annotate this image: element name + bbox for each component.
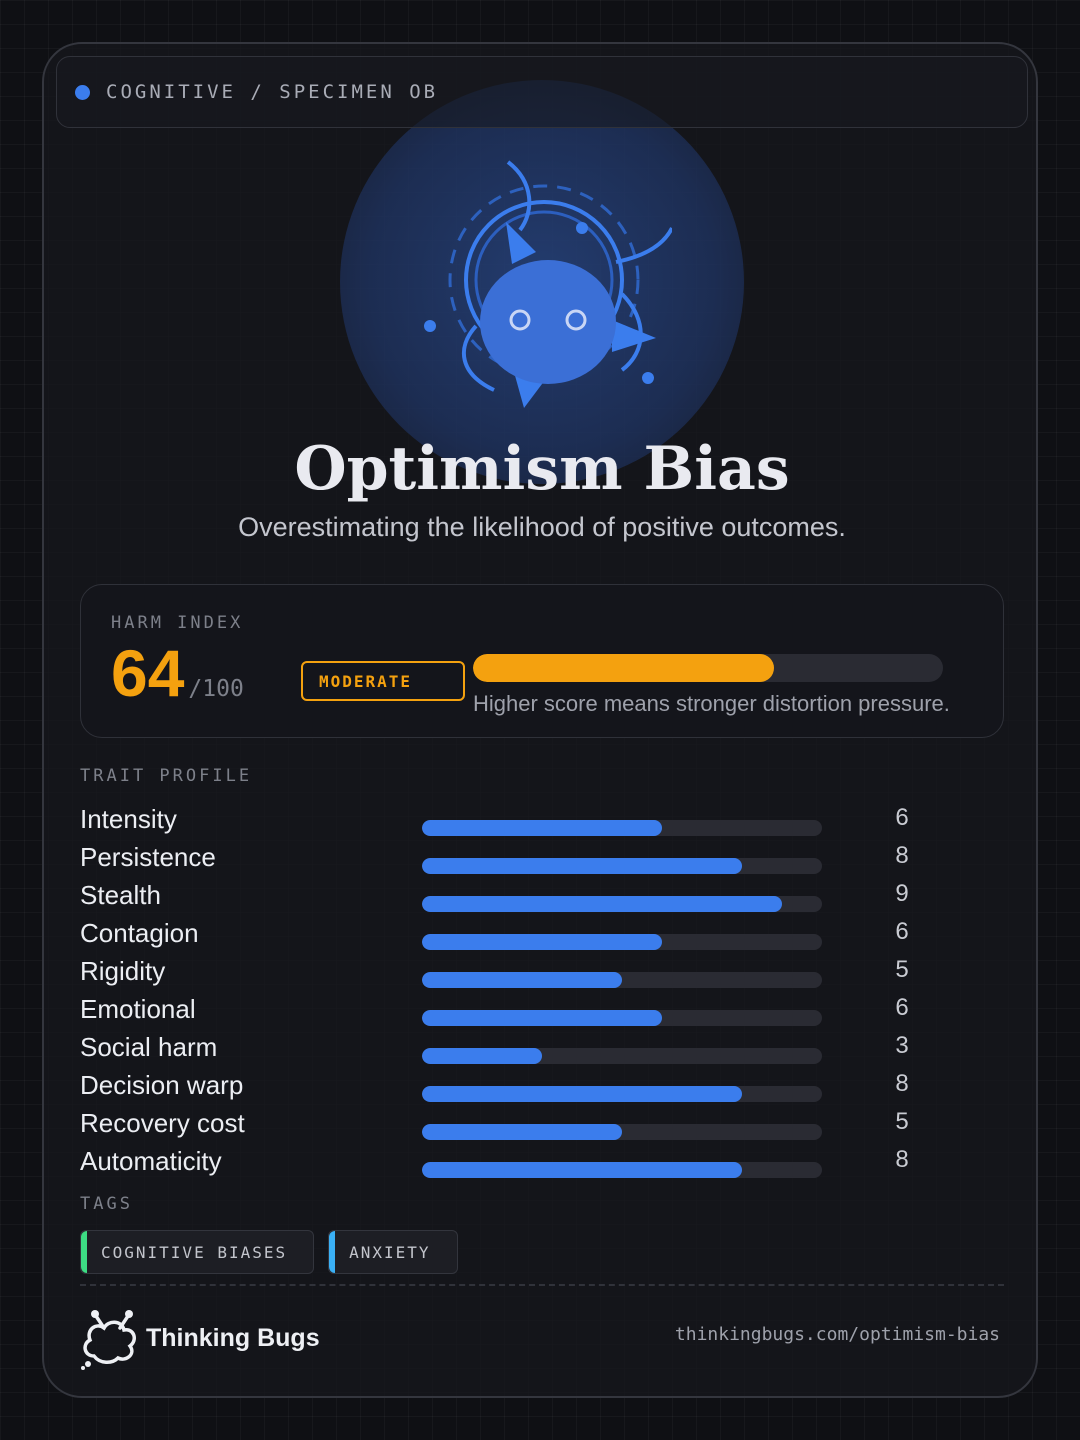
specimen-header: COGNITIVE / SPECIMEN OB (56, 56, 1028, 128)
brand[interactable]: Thinking Bugs (80, 1306, 320, 1370)
bug-mascot-icon (424, 160, 672, 408)
tag-list: COGNITIVE BIASES ANXIETY (80, 1230, 458, 1274)
trait-name: Recovery cost (80, 1108, 245, 1138)
page-title: Optimism Bias (294, 434, 790, 504)
brand-name: Thinking Bugs (146, 1323, 320, 1352)
harm-index-bar-fill (473, 654, 774, 682)
trait-value: 9 (895, 880, 909, 907)
trait-value: 3 (895, 1032, 909, 1059)
trait-bar (422, 858, 822, 874)
trait-value: 5 (895, 1108, 909, 1135)
trait-bar-fill (422, 934, 662, 950)
trait-bar-fill (422, 1048, 542, 1064)
harm-index-label: HARM INDEX (111, 613, 244, 633)
harm-score-value: 64 (111, 636, 185, 710)
trait-bar-fill (422, 1010, 662, 1026)
trait-row: Stealth 9 (80, 876, 980, 914)
trait-bar-fill (422, 1124, 622, 1140)
trait-value: 5 (895, 956, 909, 983)
trait-bar (422, 934, 822, 950)
trait-bar (422, 1162, 822, 1178)
specimen-card: COGNITIVE / SPECIMEN OB Optimism Bias Ov… (42, 42, 1038, 1398)
trait-row: Rigidity 5 (80, 952, 980, 990)
harm-score-max: /100 (188, 676, 244, 702)
trait-name: Emotional (80, 994, 196, 1024)
trait-name: Stealth (80, 880, 161, 910)
trait-bar-fill (422, 1086, 742, 1102)
trait-bar (422, 820, 822, 836)
trait-value: 6 (895, 994, 909, 1021)
trait-profile-list: Intensity 6 Persistence 8 Stealth 9 Contagion 6… (80, 800, 980, 1180)
trait-bar (422, 1010, 822, 1026)
footer-divider (80, 1284, 1004, 1286)
trait-bar-fill (422, 972, 622, 988)
harm-index-note: Higher score means stronger distortion p… (473, 691, 950, 716)
footer-url-link[interactable]: thinkingbugs.com/optimism-bias (674, 1324, 1000, 1345)
trait-name: Social harm (80, 1032, 218, 1062)
trait-name: Persistence (80, 842, 216, 872)
trait-bar (422, 1124, 822, 1140)
trait-value: 6 (895, 804, 909, 831)
tag-chip[interactable]: COGNITIVE BIASES (80, 1230, 315, 1274)
trait-name: Rigidity (80, 956, 166, 986)
trait-row: Recovery cost 5 (80, 1104, 980, 1142)
status-dot (75, 84, 90, 100)
trait-bar-fill (422, 820, 662, 836)
trait-value: 8 (895, 1146, 909, 1173)
trait-profile-label: TRAIT PROFILE (80, 766, 253, 786)
trait-bar (422, 972, 822, 988)
trait-name: Intensity (80, 804, 177, 834)
trait-name: Automaticity (80, 1146, 222, 1176)
thinking-bugs-logo-icon (81, 1310, 136, 1370)
trait-row: Contagion 6 (80, 914, 980, 952)
tags-label: TAGS (80, 1194, 133, 1214)
tag-accent (81, 1231, 87, 1273)
trait-name: Contagion (80, 918, 199, 948)
harm-index-panel: HARM INDEX 64 /100 MODERATE Higher score… (80, 584, 1004, 738)
trait-bar-fill (422, 858, 742, 874)
trait-row: Emotional 6 (80, 990, 980, 1028)
trait-bar (422, 1086, 822, 1102)
tag-accent (329, 1231, 336, 1273)
page-subtitle: Overestimating the likelihood of positiv… (238, 512, 846, 542)
breadcrumb: COGNITIVE / SPECIMEN OB (106, 81, 439, 103)
trait-value: 8 (895, 1070, 909, 1097)
harm-index-bar (473, 654, 943, 682)
trait-bar-fill (422, 1162, 742, 1178)
trait-row: Social harm 3 (80, 1028, 980, 1066)
trait-value: 6 (895, 918, 909, 945)
trait-name: Decision warp (80, 1070, 244, 1100)
trait-bar (422, 896, 822, 912)
tag-label: COGNITIVE BIASES (101, 1242, 288, 1262)
tag-chip[interactable]: ANXIETY (328, 1230, 458, 1274)
trait-row: Automaticity 8 (80, 1142, 980, 1180)
trait-row: Decision warp 8 (80, 1066, 980, 1104)
harm-level-badge: MODERATE (301, 661, 465, 701)
trait-row: Intensity 6 (80, 800, 980, 838)
trait-value: 8 (895, 842, 909, 869)
trait-row: Persistence 8 (80, 838, 980, 876)
tag-label: ANXIETY (349, 1242, 431, 1262)
trait-bar (422, 1048, 822, 1064)
harm-score: 64 /100 (111, 635, 244, 711)
trait-bar-fill (422, 896, 782, 912)
